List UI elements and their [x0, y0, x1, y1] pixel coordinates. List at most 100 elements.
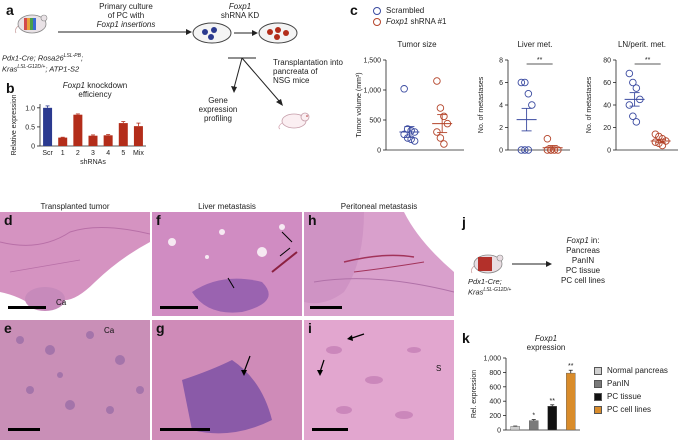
- c3-point: [629, 78, 637, 87]
- arrow-text-2: of PC with: [107, 11, 145, 20]
- k-legend-swatch: [594, 366, 602, 375]
- j-genotype-2: KrasLSL-G12D/+: [468, 287, 512, 297]
- c3-point: [651, 138, 660, 146]
- kd-title-rest: shRNA KD: [220, 11, 260, 20]
- c2-point: [524, 90, 533, 98]
- k-sig-label: *: [532, 413, 535, 420]
- j-mouse-icon: [470, 254, 504, 274]
- c2-point: [543, 134, 552, 143]
- b-bar: [58, 137, 68, 146]
- b-bar: [103, 135, 113, 146]
- k-bar: [529, 420, 539, 431]
- c1-ylabel: Tumor volume (mm³): [356, 72, 363, 137]
- c3-ytick-label: 0: [607, 148, 611, 155]
- k-legend-item: PC tissue: [594, 390, 684, 403]
- j-genotype-1: Pdx1-Cre;: [468, 277, 502, 286]
- k-title-line2: expression: [526, 343, 566, 352]
- genotype-line-2: KrasLSL-G12D/+; ATP1-S2: [2, 64, 79, 74]
- c1-point: [433, 128, 441, 136]
- b-bar: [118, 123, 128, 146]
- b-xlabel: shRNAs: [80, 159, 106, 166]
- k-bar: [566, 372, 576, 431]
- panel-letter-b: b: [6, 80, 15, 96]
- panel-letter-i: i: [308, 320, 312, 336]
- d-title: Transplanted tumor: [40, 202, 110, 211]
- c2-ylabel: No. of metastases: [478, 76, 485, 133]
- i-label-s: S: [436, 364, 442, 373]
- c3-ytick-label: 60: [603, 80, 611, 87]
- c2-point: [524, 146, 533, 154]
- k-ylabel: Rel. expression: [471, 370, 478, 418]
- c1-point: [410, 137, 419, 145]
- genotype-sup-2: LSL-G12D/+: [17, 64, 46, 70]
- i-scale-bar: [312, 428, 348, 431]
- profiling-text-2: expression: [198, 105, 238, 114]
- tissue-f-drawing: [152, 212, 302, 316]
- b-ytick-label: 1.0: [25, 105, 35, 112]
- c1-point: [436, 134, 445, 142]
- c3-point: [658, 141, 667, 150]
- b-ytick-label: 0: [31, 144, 35, 151]
- image-d-transplanted-tumor: [0, 212, 150, 316]
- nsg-mouse-icon: [278, 112, 310, 130]
- c1-ytick-label: 1,000: [363, 88, 381, 95]
- j-item-pc-tissue: PC tissue: [565, 266, 601, 275]
- k-ytick-label: 200: [489, 413, 501, 420]
- image-i-peritoneal-metastasis-zoom: [304, 320, 454, 440]
- arrow-to-culture: [58, 29, 192, 35]
- chart-c3: 0 20 40 60 80 No. of metastases **: [586, 57, 678, 155]
- b-bar: [73, 114, 83, 146]
- j-genotype-2-sup: LSL-G12D/+: [483, 287, 512, 293]
- arrow-text-1: Primary culture: [99, 2, 153, 11]
- c3-point: [629, 112, 637, 121]
- tissue-e-drawing: [0, 320, 150, 440]
- b-xtick-label: 2: [76, 150, 80, 157]
- k-legend-item: PanIN: [594, 377, 684, 390]
- transplant-text-2: pancreata of: [273, 67, 318, 76]
- f-scale-bar: [160, 306, 198, 309]
- h-title: Peritoneal metastasis: [340, 202, 418, 211]
- e-scale-bar: [8, 428, 40, 431]
- b-title-line2: efficiency: [78, 90, 112, 99]
- panel-letter-k: k: [462, 330, 470, 346]
- b-xtick-label: Mix: [133, 150, 144, 157]
- j-arrow: [512, 261, 552, 267]
- k-sig-label: **: [568, 363, 574, 370]
- b-ytick-label: 0.5: [25, 124, 35, 131]
- c2-point: [517, 78, 526, 87]
- d-scale-bar: [8, 306, 46, 309]
- b-xtick-label: Scr: [42, 150, 53, 157]
- c3-title: LN/perit. met.: [617, 40, 666, 49]
- arrow-to-kd: [234, 30, 258, 36]
- panel-letter-a: a: [6, 2, 14, 18]
- genotype-text-2: Kras: [2, 64, 18, 74]
- c1-ytick-label: 0: [377, 148, 381, 155]
- h-scale-bar: [310, 306, 342, 309]
- b-bar: [88, 135, 98, 146]
- c1-title: Tumor size: [397, 40, 437, 49]
- image-f-liver-metastasis: [152, 212, 302, 316]
- transplant-text-3: NSG mice: [273, 76, 310, 85]
- k-title-gene: Foxp1: [534, 334, 558, 343]
- c3-ytick-label: 20: [603, 125, 611, 132]
- k-legend-label: Normal pancreas: [607, 366, 668, 375]
- k-legend-swatch: [594, 379, 602, 388]
- k-ytick-label: 600: [489, 384, 501, 391]
- c1-point: [403, 134, 412, 142]
- panel-letter-f: f: [156, 212, 161, 228]
- b-ylabel: Relative expression: [11, 94, 18, 155]
- c3-ytick-label: 40: [603, 103, 611, 110]
- c1-point: [436, 104, 445, 112]
- image-h-peritoneal-metastasis: [304, 212, 454, 316]
- transplant-text-1: Transplantation into: [273, 58, 343, 67]
- c2-sig-label: **: [537, 57, 543, 64]
- c3-point: [632, 118, 641, 126]
- k-legend-label: PanIN: [607, 379, 630, 388]
- tissue-i-drawing: [304, 320, 454, 440]
- k-legend-swatch: [594, 392, 602, 401]
- profiling-text-3: profiling: [203, 114, 232, 123]
- k-ytick-label: 400: [489, 399, 501, 406]
- c3-ytick-label: 80: [603, 58, 611, 65]
- legend-shrna-marker: [373, 18, 381, 26]
